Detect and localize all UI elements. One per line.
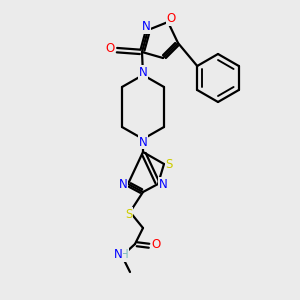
Text: N: N	[139, 136, 147, 148]
Text: O: O	[105, 43, 115, 56]
Text: N: N	[118, 178, 127, 190]
Text: N: N	[139, 65, 147, 79]
Text: S: S	[165, 158, 173, 170]
Text: S: S	[125, 208, 133, 220]
Text: O: O	[152, 238, 160, 251]
Text: O: O	[167, 13, 176, 26]
Text: N: N	[159, 178, 167, 190]
Text: N: N	[114, 248, 122, 262]
Text: N: N	[142, 20, 150, 34]
Text: H: H	[120, 248, 128, 262]
